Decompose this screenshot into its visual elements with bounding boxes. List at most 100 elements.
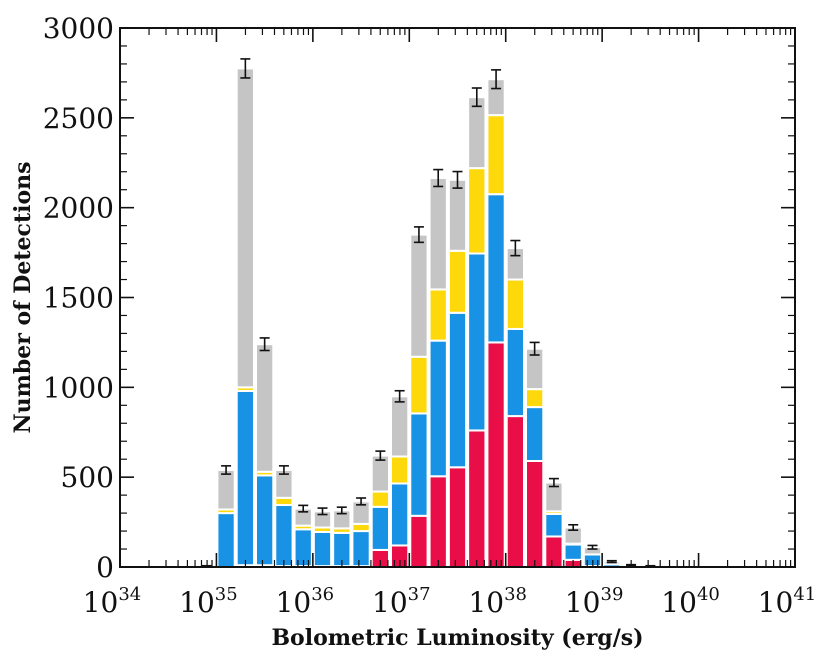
bar-yellow-bin-13	[370, 490, 391, 508]
bar-gray-bin-5	[216, 468, 236, 511]
x-tick-label-exponent: 37	[408, 584, 431, 605]
bar-blue-bin-10	[312, 530, 333, 568]
bar-yellow-bin-18	[467, 167, 487, 255]
bar-blue-bin-23	[563, 543, 583, 561]
x-tick-label: 1039	[565, 584, 624, 619]
bar-red-bin-18	[467, 429, 487, 568]
bar-blue-bin-6	[235, 389, 255, 567]
y-tick-labels: 0 500 1000 1500 2000 2500 3000	[43, 12, 114, 584]
bar-gray-bin-6	[235, 67, 255, 389]
error-bar-bin-15	[413, 226, 424, 244]
bar-yellow-bin-12	[351, 522, 371, 533]
x-tick-label: 1041	[758, 584, 817, 619]
x-axis-label: Bolometric Luminosity (erg/s)	[271, 625, 643, 651]
x-tick-label-exponent: 36	[311, 584, 334, 605]
y-axis-label: Number of Detections	[10, 161, 36, 433]
error-bar-bin-9	[298, 504, 309, 513]
x-tick-labels: 1034 1035 1036 1037 1038 1039 1040 1041	[83, 584, 817, 619]
error-bar-bin-10	[317, 507, 328, 516]
error-bar-bin-13	[375, 450, 386, 461]
error-bar-bin-22	[548, 477, 559, 488]
bar-blue-bin-16	[428, 339, 448, 478]
y-tick-label: 2000	[43, 192, 114, 225]
bar-blue-bin-13	[370, 505, 391, 551]
y-tick-label: 500	[61, 461, 114, 494]
bar-blue-bin-7	[255, 474, 275, 567]
error-bar-bin-19	[491, 69, 502, 90]
bar-blue-bin-15	[409, 412, 429, 517]
bar-red-bin-15	[409, 514, 429, 568]
x-tick-label-exponent: 39	[601, 584, 624, 605]
bar-blue-bin-14	[390, 482, 410, 547]
bar-yellow-bin-21	[525, 388, 545, 409]
bar-blue-bin-5	[216, 512, 236, 568]
bar-blue-bin-19	[486, 193, 506, 344]
bar-yellow-bin-16	[428, 288, 448, 342]
x-tick-label-base: 10	[276, 586, 312, 619]
error-bar-bin-21	[529, 341, 540, 356]
y-tick-label: 0	[96, 551, 114, 584]
x-tick-label-exponent: 34	[118, 584, 141, 605]
bar-gray-bin-16	[428, 177, 448, 291]
bar-blue-bin-8	[274, 504, 294, 568]
error-bar-bin-23	[568, 523, 579, 531]
x-tick-label-base: 10	[179, 586, 215, 619]
x-tick-label-exponent: 41	[793, 584, 816, 605]
x-tick-label-base: 10	[468, 586, 504, 619]
y-tick-label: 3000	[43, 12, 114, 45]
y-tick-label: 1000	[43, 371, 114, 404]
bar-red-bin-20	[505, 415, 526, 568]
bar-yellow-bin-15	[409, 355, 429, 415]
error-bar-bin-11	[336, 506, 347, 515]
error-bar-bin-17	[452, 170, 463, 189]
error-bar-bin-20	[510, 239, 521, 257]
bar-gray-bin-7	[255, 343, 275, 473]
bar-blue-bin-20	[505, 327, 526, 418]
bar-yellow-bin-19	[486, 114, 506, 196]
x-tick-label-base: 10	[83, 586, 119, 619]
bar-red-bin-16	[428, 475, 448, 569]
x-tick-label-exponent: 40	[697, 584, 720, 605]
bar-red-bin-21	[525, 459, 545, 569]
error-bars-layer	[201, 58, 656, 568]
error-bar-bin-24	[587, 544, 598, 550]
x-tick-label-base: 10	[758, 586, 794, 619]
error-bar-bin-18	[471, 87, 482, 108]
x-tick-label-base: 10	[372, 586, 408, 619]
bar-blue-bin-12	[351, 530, 371, 568]
x-tick-label-exponent: 35	[215, 584, 238, 605]
y-tick-label: 2500	[43, 102, 114, 135]
error-bar-bin-25	[606, 559, 617, 564]
error-bar-bin-8	[278, 465, 289, 475]
x-tick-label: 1037	[372, 584, 431, 619]
error-bar-bin-5	[221, 465, 232, 475]
x-tick-label-exponent: 38	[504, 584, 527, 605]
bar-gray-bin-15	[409, 233, 429, 358]
x-tick-label-base: 10	[565, 586, 601, 619]
x-tick-label: 1035	[179, 584, 238, 619]
bar-red-bin-17	[447, 466, 468, 568]
error-bar-bin-7	[259, 337, 270, 352]
error-bar-bin-12	[356, 497, 367, 506]
x-tick-label-base: 10	[661, 586, 697, 619]
ticks-layer	[119, 27, 796, 568]
bar-gray-bin-18	[467, 96, 487, 170]
bar-blue-bin-17	[447, 311, 468, 469]
bar-red-bin-22	[544, 535, 564, 568]
bar-gray-bin-17	[447, 178, 468, 252]
bar-yellow-bin-20	[505, 278, 526, 330]
y-tick-label: 1500	[43, 282, 114, 315]
bar-yellow-bin-8	[274, 496, 294, 507]
error-bar-bin-14	[394, 389, 405, 403]
x-tick-label: 1036	[276, 584, 335, 619]
error-bar-bin-16	[433, 168, 444, 188]
bar-gray-bin-13	[370, 454, 391, 493]
bars-layer	[197, 67, 661, 569]
bar-blue-bin-22	[544, 512, 564, 538]
error-bar-bin-6	[240, 58, 251, 79]
bar-blue-bin-21	[525, 406, 545, 462]
bar-gray-bin-14	[390, 395, 410, 458]
bar-blue-bin-18	[467, 252, 487, 432]
x-tick-label: 1038	[468, 584, 527, 619]
